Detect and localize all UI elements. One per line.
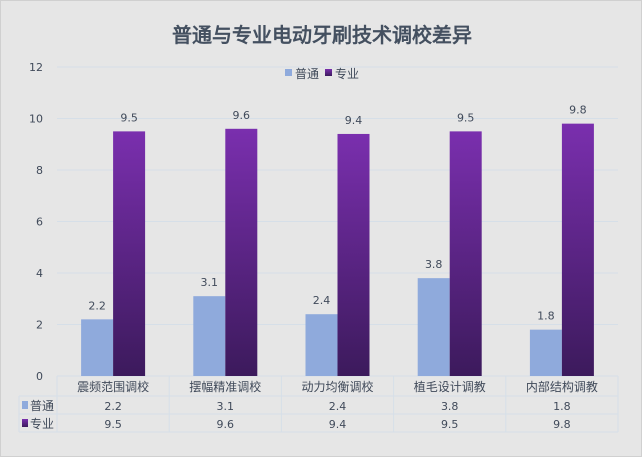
x-tick-label: 内部结构调教 — [526, 379, 598, 394]
bar-zhuanye — [561, 123, 594, 377]
y-tick-label: 6 — [36, 216, 43, 229]
legend-label-0: 普通 — [295, 67, 319, 81]
y-tick-label: 0 — [36, 370, 43, 383]
table-cell: 3.1 — [217, 400, 235, 413]
x-tick-label: 动力均衡调校 — [301, 379, 373, 394]
y-tick-label: 2 — [36, 319, 43, 332]
data-label: 3.8 — [425, 258, 443, 271]
table-cell: 9.5 — [441, 418, 459, 431]
bar-putong — [193, 296, 226, 376]
data-label: 2.2 — [88, 299, 106, 312]
bar-putong — [81, 319, 114, 376]
y-tick-label: 12 — [29, 61, 43, 74]
bar-zhuanye — [449, 131, 482, 376]
table-cell: 2.4 — [329, 400, 347, 413]
legend-label-1: 专业 — [335, 66, 359, 81]
bar-zhuanye — [113, 131, 146, 376]
table-series-label: 专业 — [30, 416, 54, 431]
data-label: 9.5 — [120, 111, 138, 124]
table-cell: 9.6 — [217, 418, 235, 431]
data-label: 1.8 — [537, 310, 555, 323]
table-series-label: 普通 — [30, 399, 54, 413]
x-tick-label: 植毛设计调教 — [414, 379, 486, 394]
bar-putong — [529, 329, 562, 376]
table-cell: 1.8 — [553, 400, 571, 413]
legend-swatch-0 — [285, 69, 292, 76]
chart-title: 普通与专业电动牙刷技术调校差异 — [172, 23, 472, 47]
data-label: 9.4 — [345, 114, 363, 127]
bar-putong — [417, 278, 450, 376]
data-label: 3.1 — [201, 276, 219, 289]
x-tick-label: 震频范围调校 — [77, 379, 149, 394]
table-cell: 2.2 — [104, 400, 122, 413]
data-label: 2.4 — [313, 294, 331, 307]
table-swatch-0 — [22, 401, 28, 409]
table-cell: 3.8 — [441, 400, 459, 413]
y-tick-label: 4 — [36, 267, 43, 280]
legend-swatch-1 — [325, 69, 332, 76]
y-tick-label: 10 — [29, 113, 43, 126]
table-cell: 9.4 — [329, 418, 347, 431]
bar-zhuanye — [225, 128, 258, 376]
bar-zhuanye — [337, 133, 370, 376]
table-cell: 9.8 — [553, 418, 571, 431]
y-tick-label: 8 — [36, 164, 43, 177]
data-label: 9.8 — [569, 104, 587, 117]
data-label: 9.5 — [457, 111, 475, 124]
table-cell: 9.5 — [104, 418, 122, 431]
x-tick-label: 摆幅精准调校 — [189, 379, 261, 394]
bar-putong — [305, 314, 338, 376]
data-label: 9.6 — [233, 109, 251, 122]
table-swatch-1 — [22, 419, 28, 427]
